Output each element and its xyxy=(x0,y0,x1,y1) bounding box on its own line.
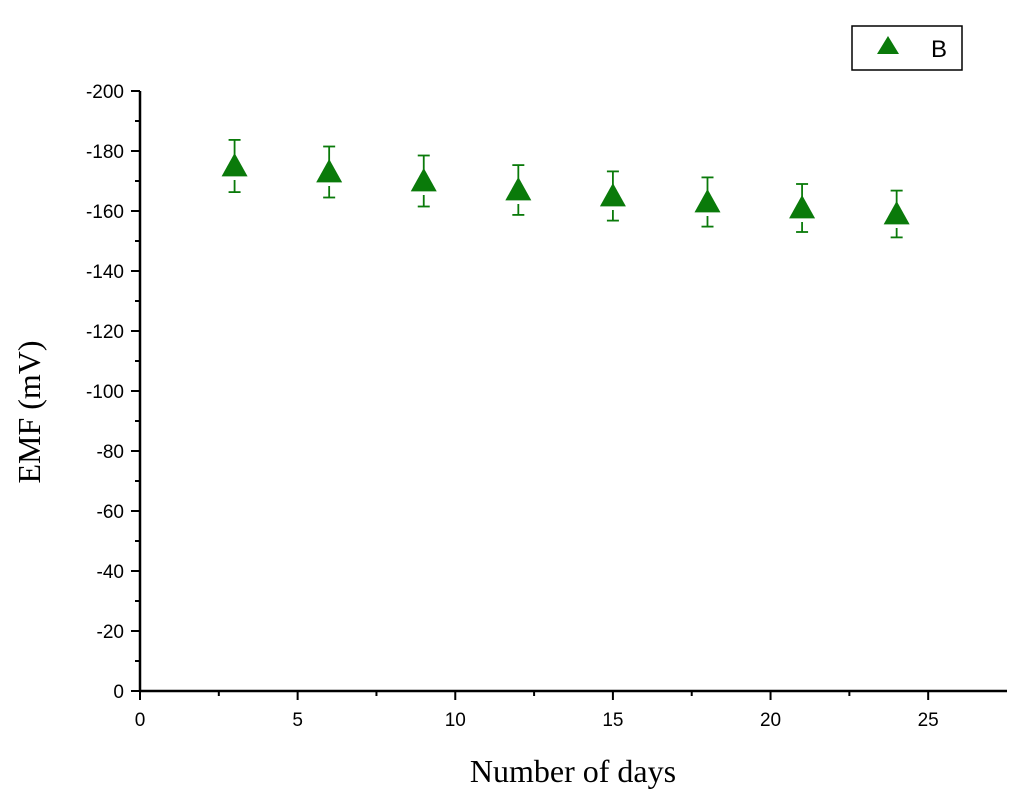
data-point xyxy=(883,189,910,239)
triangle-marker xyxy=(883,201,910,225)
y-tick-label: -200 xyxy=(86,82,124,103)
tick-marks xyxy=(131,90,930,700)
data-marks xyxy=(221,138,910,239)
y-tick-label: -60 xyxy=(97,502,124,523)
x-tick-label: 20 xyxy=(760,710,781,731)
y-tick-label: -180 xyxy=(86,142,124,163)
axes xyxy=(138,91,1007,693)
y-tick-label: -140 xyxy=(86,262,124,283)
data-point xyxy=(599,170,626,222)
triangle-marker xyxy=(505,177,532,201)
data-point xyxy=(410,154,437,208)
data-point xyxy=(221,138,248,194)
y-tick-label: -80 xyxy=(97,442,124,463)
y-tick-label: -120 xyxy=(86,322,124,343)
triangle-marker xyxy=(221,153,248,177)
triangle-marker xyxy=(599,183,626,207)
data-point xyxy=(316,145,343,199)
legend-label-b: B xyxy=(931,36,947,63)
triangle-marker xyxy=(789,195,816,219)
y-axis-title: EMF (mV) xyxy=(11,340,47,483)
y-tick-label: -100 xyxy=(86,382,124,403)
triangle-marker xyxy=(694,189,721,213)
legend-marker-triangle xyxy=(877,36,899,54)
x-tick-label: 5 xyxy=(292,710,303,731)
triangle-marker xyxy=(316,159,343,183)
y-tick-label: -160 xyxy=(86,202,124,223)
triangle-marker xyxy=(410,168,437,192)
y-tick-label: -40 xyxy=(97,562,124,583)
y-tick-label: 0 xyxy=(113,682,124,703)
data-point xyxy=(505,164,532,216)
data-point xyxy=(789,183,816,233)
x-tick-label: 0 xyxy=(135,710,146,731)
x-tick-label: 15 xyxy=(602,710,623,731)
x-tick-label: 25 xyxy=(918,710,939,731)
x-axis-title: Number of days xyxy=(470,753,676,789)
data-point xyxy=(694,176,721,228)
legend: B xyxy=(851,25,963,71)
tick-labels: 0 5 10 15 20 25 0 -20 -40 -60 -80 -100 -120 -140 -160 -… xyxy=(86,82,939,731)
x-tick-label: 10 xyxy=(445,710,466,731)
y-tick-label: -20 xyxy=(97,622,124,643)
legend-box xyxy=(851,25,963,71)
